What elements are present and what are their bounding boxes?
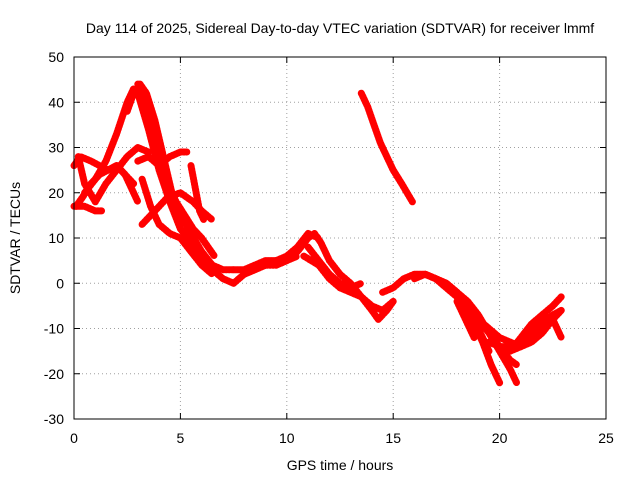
- series-track-13-line: [232, 232, 321, 272]
- series-track-19: [411, 270, 521, 387]
- series-track-21: [432, 275, 504, 387]
- series-track-22-line: [455, 299, 476, 340]
- x-tick-label: 20: [492, 430, 508, 446]
- x-tick-label: 25: [598, 430, 614, 446]
- series-track-22: [453, 297, 478, 342]
- series-track-14: [240, 252, 301, 278]
- series-track-16-line: [306, 245, 363, 290]
- y-tick-label: 30: [48, 140, 64, 156]
- series-track-3-line: [76, 146, 150, 204]
- x-tick-label: 15: [385, 430, 401, 446]
- y-tick-label: 40: [48, 94, 64, 110]
- series-track-4-line: [72, 204, 104, 213]
- series-track-26: [506, 311, 565, 355]
- y-tick-label: 0: [56, 275, 64, 291]
- data-series-layer: [70, 80, 565, 387]
- y-axis-title: SDTVAR / TECUs: [7, 182, 23, 294]
- y-tick-labels: -30 -20 -10 0 10 20 30 40 50: [44, 49, 64, 427]
- series-track-3: [74, 144, 152, 206]
- series-track-8-line: [136, 150, 189, 168]
- y-tick-label: 10: [48, 230, 64, 246]
- x-tick-labels: 0 5 10 15 20 25: [70, 430, 614, 446]
- series-track-19-marks: [411, 270, 521, 387]
- y-tick-label: 20: [48, 185, 64, 201]
- series-track-7: [134, 80, 218, 260]
- axis-ticks: [73, 56, 607, 420]
- y-tick-label: -30: [44, 411, 64, 427]
- series-track-7-line: [136, 82, 216, 258]
- series-track-16: [304, 243, 365, 292]
- series-track-11-line: [189, 164, 206, 222]
- y-tick-label: -10: [44, 321, 64, 337]
- y-tick-label: -20: [44, 366, 64, 382]
- y-tick-label: 50: [48, 49, 64, 65]
- series-track-19-line: [413, 272, 519, 385]
- series-track-11: [187, 162, 208, 224]
- chart-title: Day 114 of 2025, Sidereal Day-to-day VTE…: [86, 20, 594, 36]
- series-track-17: [357, 89, 416, 206]
- series-track-4: [70, 202, 106, 215]
- series-track-26-line: [508, 313, 563, 353]
- series-track-13: [230, 230, 323, 274]
- x-axis-title: GPS time / hours: [287, 457, 394, 473]
- series-track-21-line: [434, 277, 502, 385]
- x-tick-label: 5: [177, 430, 185, 446]
- series-track-14-line: [242, 254, 299, 276]
- series-track-8: [134, 148, 191, 170]
- series-track-17-line: [359, 91, 414, 204]
- x-tick-label: 0: [70, 430, 78, 446]
- x-tick-label: 10: [279, 430, 295, 446]
